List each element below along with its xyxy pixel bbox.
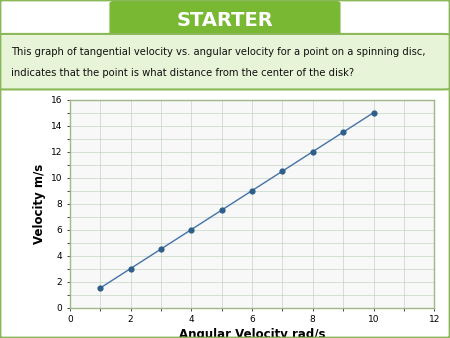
- Text: indicates that the point is what distance from the center of the disk?: indicates that the point is what distanc…: [11, 68, 354, 78]
- Text: This graph of tangential velocity vs. angular velocity for a point on a spinning: This graph of tangential velocity vs. an…: [11, 47, 426, 57]
- X-axis label: Angular Velocity rad/s: Angular Velocity rad/s: [179, 329, 325, 338]
- Point: [158, 246, 165, 252]
- Text: STARTER: STARTER: [176, 11, 274, 30]
- Point: [279, 168, 286, 174]
- Point: [127, 266, 134, 271]
- Point: [340, 129, 347, 135]
- Point: [218, 208, 225, 213]
- Point: [96, 285, 104, 291]
- Point: [309, 149, 316, 154]
- FancyBboxPatch shape: [110, 1, 340, 40]
- Point: [370, 110, 377, 115]
- Y-axis label: Velocity m/s: Velocity m/s: [33, 164, 46, 244]
- Point: [188, 227, 195, 232]
- Point: [248, 188, 256, 193]
- FancyBboxPatch shape: [0, 34, 450, 90]
